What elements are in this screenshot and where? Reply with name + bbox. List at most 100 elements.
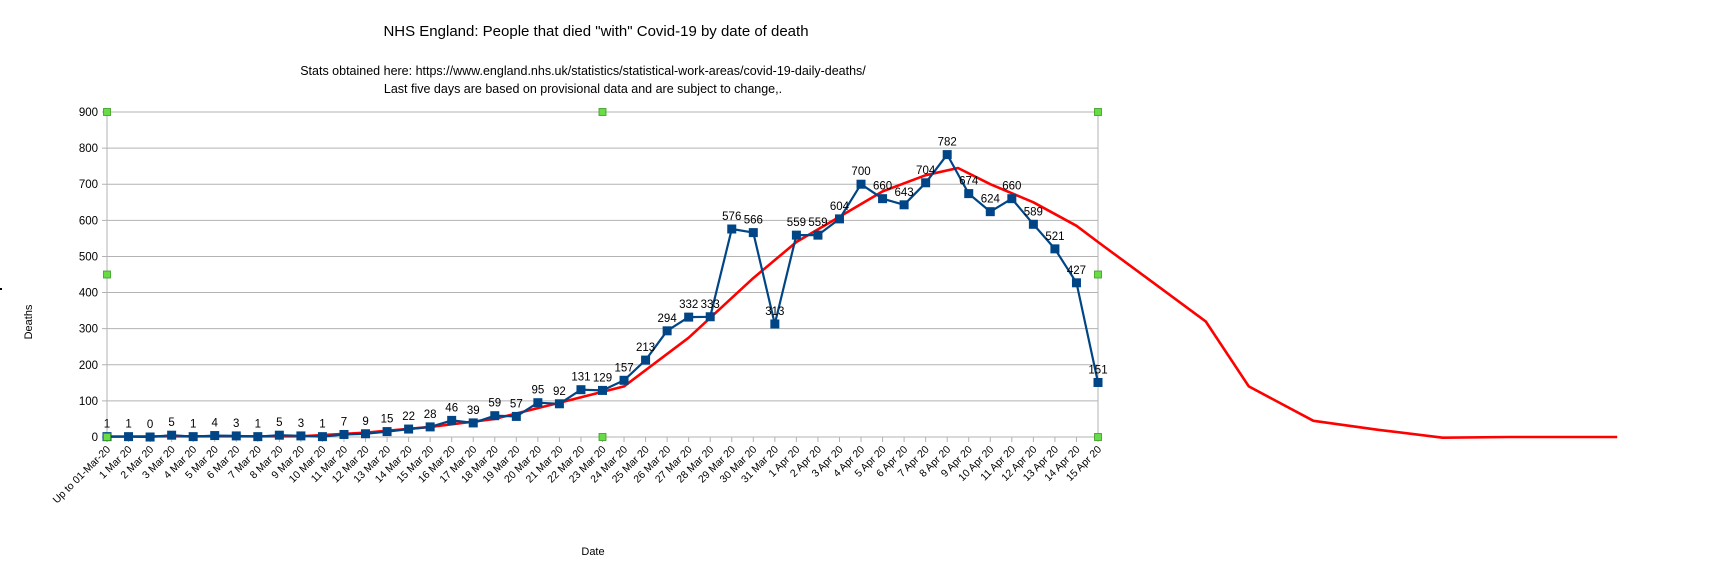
data-label: 5: [168, 417, 174, 429]
data-label: 313: [765, 306, 784, 318]
data-point-marker: [705, 312, 715, 322]
data-label: 559: [808, 217, 827, 229]
data-point-marker: [231, 431, 241, 441]
y-axis-title: Deaths: [23, 304, 35, 339]
data-point-marker: [921, 178, 931, 188]
y-tick-label: 0: [92, 432, 98, 444]
data-label: 92: [553, 386, 566, 398]
y-tick-label: 100: [79, 396, 98, 408]
data-label: 566: [744, 215, 763, 227]
selection-handle: [1094, 433, 1102, 441]
y-axis-ticks: 0 100 200 300 400 500 600 700 800 900: [79, 107, 98, 444]
data-point-marker: [770, 319, 780, 329]
y-tick-label: 400: [79, 288, 98, 300]
data-point-marker: [1050, 244, 1060, 254]
data-point-marker: [899, 200, 909, 210]
chart-title: NHS England: People that died "with" Cov…: [383, 23, 808, 40]
data-label: 5: [276, 417, 282, 429]
data-point-marker: [662, 326, 672, 336]
data-label: 39: [467, 405, 480, 417]
data-point-marker: [167, 430, 177, 440]
data-label: 129: [593, 372, 612, 384]
data-label: 4: [212, 418, 219, 430]
data-point-marker: [317, 432, 327, 442]
data-point-marker: [813, 230, 823, 240]
data-point-marker: [1007, 194, 1017, 204]
grid: [102, 111, 1099, 438]
data-label: 3: [233, 418, 239, 430]
data-label: 3: [298, 418, 304, 430]
data-point-marker: [296, 431, 306, 441]
data-point-marker: [188, 432, 198, 442]
data-label: 151: [1088, 364, 1107, 376]
data-point-marker: [856, 179, 866, 189]
data-point-marker: [339, 429, 349, 439]
data-label: 7: [341, 416, 347, 428]
selection-handle: [103, 433, 111, 441]
data-point-marker: [878, 194, 888, 204]
data-label: 704: [916, 165, 936, 177]
data-point-marker: [382, 427, 392, 437]
data-label: 1: [255, 419, 261, 431]
y-tick-label: 900: [79, 107, 98, 119]
data-label: 1: [319, 419, 325, 431]
selection-handles: [103, 108, 1102, 441]
data-point-marker: [727, 224, 737, 234]
data-label: 213: [636, 342, 655, 354]
data-label: 674: [959, 176, 979, 188]
y-tick-label: 500: [79, 251, 98, 263]
selection-handle: [103, 108, 111, 116]
data-point-marker: [964, 189, 974, 199]
data-point-marker: [641, 355, 651, 365]
data-point-marker: [554, 399, 564, 409]
data-label: 333: [701, 299, 720, 311]
selection-handle: [1094, 108, 1102, 116]
data-label: 660: [1002, 181, 1021, 193]
data-label: 28: [424, 409, 437, 421]
data-label: 332: [679, 299, 698, 311]
data-point-marker: [511, 411, 521, 421]
data-point-marker: [425, 422, 435, 432]
data-point-marker: [145, 432, 155, 442]
data-point-marker: [253, 432, 263, 442]
data-point-marker: [985, 207, 995, 217]
data-point-marker: [576, 385, 586, 395]
data-label: 157: [614, 362, 633, 374]
y-tick-label: 300: [79, 324, 98, 336]
chart-subtitle-line-2: Last five days are based on provisional …: [384, 82, 782, 96]
data-label: 15: [381, 414, 394, 426]
data-point-marker: [598, 385, 607, 395]
data-point-marker: [834, 214, 844, 224]
data-label: 624: [981, 194, 1001, 206]
data-point-marker: [1071, 278, 1081, 288]
edge-mark: [0, 288, 2, 290]
data-point-marker: [274, 430, 284, 440]
data-label: 59: [488, 398, 501, 410]
data-point-marker: [447, 415, 457, 425]
data-label: 576: [722, 211, 741, 223]
data-label: 521: [1045, 231, 1064, 243]
data-series: [102, 150, 1103, 442]
data-label: 46: [445, 402, 458, 414]
data-label: 604: [830, 201, 850, 213]
data-label: 294: [658, 313, 678, 325]
data-point-marker: [1028, 219, 1038, 229]
data-point-marker: [404, 424, 414, 434]
data-label: 1: [104, 419, 110, 431]
selection-handle: [598, 108, 607, 116]
data-point-marker: [619, 375, 629, 385]
y-tick-label: 200: [79, 360, 98, 372]
data-label: 660: [873, 181, 892, 193]
data-label: 643: [895, 187, 914, 199]
data-label: 782: [938, 137, 957, 149]
data-point-marker: [684, 312, 694, 322]
data-point-marker: [468, 418, 478, 428]
data-point-marker: [748, 228, 758, 238]
data-point-marker: [942, 150, 952, 160]
data-point-marker: [791, 230, 801, 240]
data-label: 700: [851, 166, 870, 178]
data-label: 427: [1067, 265, 1086, 277]
y-tick-label: 600: [79, 215, 98, 227]
